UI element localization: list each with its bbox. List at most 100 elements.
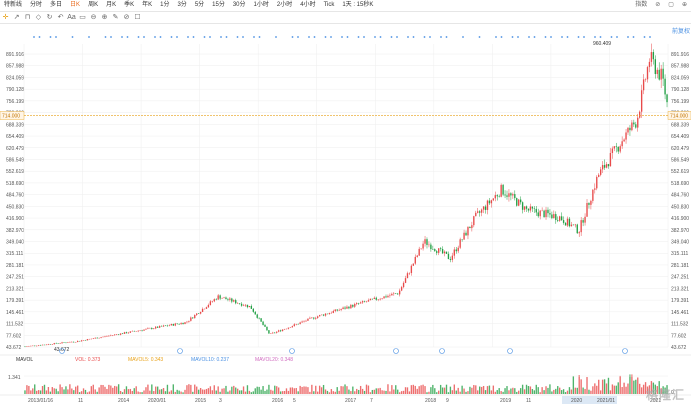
period-tab-12[interactable]: 30分 [232, 2, 246, 8]
period-tab-17[interactable]: 1天 : 15秒K [342, 2, 374, 8]
candle-body[interactable] [63, 342, 65, 343]
candle-body[interactable] [318, 315, 321, 317]
candle-body[interactable] [613, 146, 616, 149]
candle-body[interactable] [180, 323, 182, 325]
candle-body[interactable] [114, 334, 116, 336]
candle-body[interactable] [455, 249, 457, 252]
candle-body[interactable] [196, 313, 198, 315]
candle-body[interactable] [574, 224, 576, 226]
candle-body[interactable] [219, 295, 221, 299]
candle-body[interactable] [106, 336, 108, 337]
candle-body[interactable] [213, 299, 215, 302]
candle-body[interactable] [96, 337, 98, 339]
event-dot[interactable] [561, 36, 563, 38]
candle-body[interactable] [603, 165, 606, 168]
event-dot[interactable] [203, 36, 206, 38]
candle-body[interactable] [242, 305, 245, 307]
event-dot[interactable] [511, 36, 514, 38]
candle-body[interactable] [303, 321, 305, 322]
candle-body[interactable] [438, 248, 440, 253]
candle-body[interactable] [141, 330, 143, 332]
candle-body[interactable] [361, 301, 364, 303]
candle-body[interactable] [149, 328, 151, 329]
candle-body[interactable] [156, 326, 159, 328]
event-dot[interactable] [38, 36, 41, 38]
candle-body[interactable] [135, 331, 137, 332]
candle-body[interactable] [434, 249, 436, 252]
candle-body[interactable] [272, 332, 274, 334]
period-tab-6[interactable]: 季K [124, 2, 135, 8]
event-dot[interactable] [88, 36, 90, 38]
candle-body[interactable] [395, 293, 397, 295]
event-dot[interactable] [478, 36, 481, 38]
candle-body[interactable] [640, 90, 643, 112]
candle-body[interactable] [623, 139, 625, 142]
candle-body[interactable] [596, 176, 598, 189]
candle-body[interactable] [285, 328, 288, 330]
candle-body[interactable] [646, 67, 649, 80]
draw-tool-icon-0[interactable]: ✛ [2, 14, 9, 21]
candle-body[interactable] [28, 346, 30, 347]
candle-body[interactable] [648, 61, 651, 68]
candle-body[interactable] [510, 193, 512, 196]
candle-body[interactable] [644, 79, 647, 80]
candle-body[interactable] [147, 328, 149, 329]
candle-body[interactable] [88, 338, 91, 340]
period-tab-8[interactable]: 1分 [160, 2, 170, 8]
event-dot[interactable] [297, 36, 299, 38]
candle-body[interactable] [578, 232, 580, 234]
candle-body[interactable] [642, 79, 645, 91]
candle-body[interactable] [652, 52, 655, 60]
candle-body[interactable] [320, 314, 323, 316]
candle-body[interactable] [338, 309, 340, 311]
candle-body[interactable] [311, 317, 313, 319]
candle-body[interactable] [633, 122, 635, 125]
event-dot[interactable] [126, 36, 129, 38]
candle-body[interactable] [336, 309, 338, 311]
event-dot[interactable] [583, 36, 585, 38]
event-marker-icon[interactable] [289, 348, 295, 354]
candle-body[interactable] [404, 278, 407, 283]
candle-body[interactable] [59, 343, 61, 344]
candle-body[interactable] [564, 222, 567, 226]
candle-body[interactable] [133, 330, 135, 332]
candle-body[interactable] [92, 338, 94, 340]
event-dot[interactable] [550, 36, 552, 38]
candle-body[interactable] [426, 239, 428, 245]
candle-body[interactable] [201, 308, 204, 312]
event-dot[interactable] [71, 36, 74, 38]
candle-body[interactable] [594, 188, 596, 190]
draw-tool-icon-2[interactable]: ⊓ [24, 14, 31, 21]
toolbar-right-icon-2[interactable]: ▢ [668, 2, 674, 8]
candle-body[interactable] [276, 331, 278, 333]
toolbar-right-icon-3[interactable]: ⊕ [681, 2, 687, 8]
candle-body[interactable] [69, 341, 71, 343]
candle-body[interactable] [217, 295, 219, 300]
event-dot[interactable] [445, 36, 448, 38]
candle-body[interactable] [334, 309, 336, 312]
candle-body[interactable] [492, 198, 495, 201]
candle-body[interactable] [277, 330, 280, 332]
candle-body[interactable] [545, 209, 547, 218]
candle-body[interactable] [432, 249, 434, 250]
candle-body[interactable] [562, 220, 565, 223]
period-tab-3[interactable]: 日K [70, 2, 81, 8]
candle-body[interactable] [543, 210, 545, 218]
event-dot[interactable] [170, 36, 173, 38]
candle-body[interactable] [551, 214, 553, 219]
candle-body[interactable] [30, 345, 32, 347]
event-dot[interactable] [390, 36, 393, 38]
candle-body[interactable] [496, 195, 498, 197]
candle-body[interactable] [379, 298, 381, 300]
candle-body[interactable] [293, 324, 295, 327]
candle-body[interactable] [398, 290, 401, 295]
candle-body[interactable] [291, 326, 294, 328]
candle-body[interactable] [664, 78, 666, 95]
candle-body[interactable] [34, 345, 36, 347]
candle-body[interactable] [129, 331, 132, 333]
toolbar-right-icon-0[interactable]: 指数 [635, 2, 648, 8]
candle-body[interactable] [637, 117, 639, 128]
candle-body[interactable] [317, 316, 319, 318]
period-tab-13[interactable]: 1小时 [253, 2, 269, 8]
candle-body[interactable] [344, 307, 346, 309]
